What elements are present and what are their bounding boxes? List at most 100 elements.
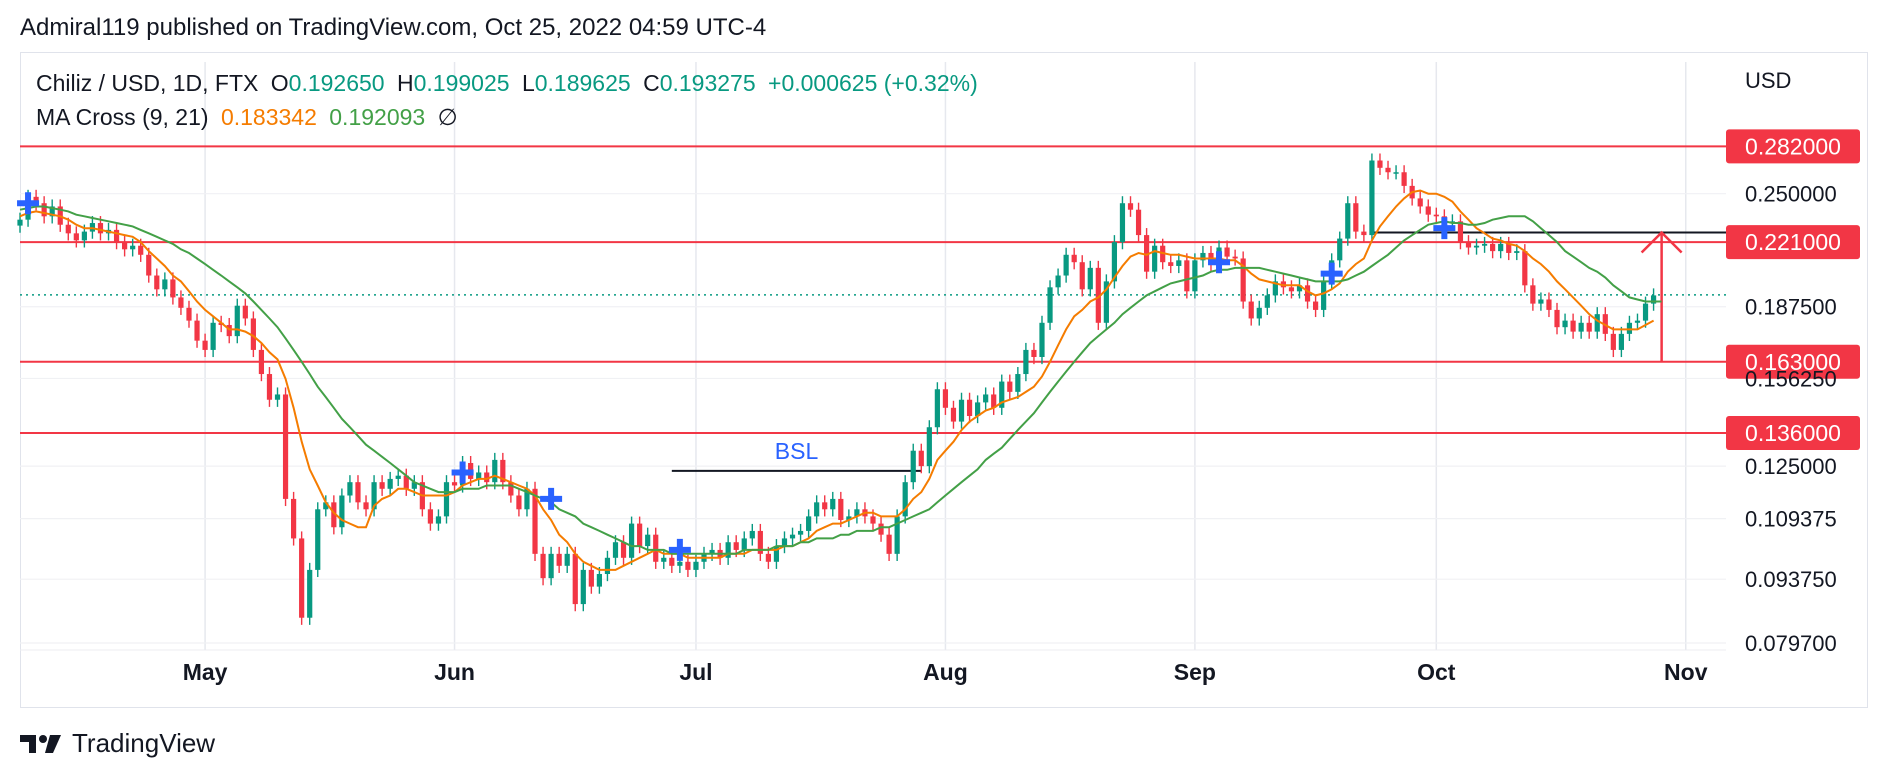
ohlc-low: L0.189625	[521, 70, 631, 96]
candle-body	[1377, 160, 1383, 168]
candle-body	[1337, 238, 1343, 261]
candle-body	[773, 546, 780, 562]
candle-body	[1200, 252, 1206, 261]
ma-cross-marker	[17, 192, 40, 215]
candle-body	[677, 561, 683, 566]
candle-body	[1039, 322, 1045, 357]
ohlc-close: C0.193275	[643, 70, 756, 96]
symbol-name[interactable]: Chiliz / USD, 1D, FTX	[36, 70, 259, 96]
price-tick-label: 0.250000	[1745, 182, 1837, 207]
candle-body	[838, 498, 844, 520]
candle-body	[33, 196, 39, 204]
time-tick-label: Aug	[923, 659, 968, 685]
candle-body	[741, 538, 747, 550]
price-axis[interactable]: 0.250000 0.187500 0.156250 0.125000 0.109375…	[1745, 68, 1837, 656]
candle-body	[870, 516, 876, 524]
candle-body	[540, 553, 546, 579]
currency-label: USD	[1745, 68, 1791, 93]
candle-body	[1353, 203, 1359, 232]
candle-body	[65, 224, 71, 234]
candle-body	[1506, 243, 1512, 253]
candle-body	[1079, 262, 1085, 290]
candle-body	[1152, 245, 1158, 272]
candle-body	[371, 482, 377, 510]
candle-body	[500, 459, 506, 483]
ma-cross-marker	[540, 487, 563, 510]
indicator-legend[interactable]: MA Cross (9, 21) 0.183342 0.192093 ∅	[36, 104, 464, 131]
candle-body	[580, 569, 586, 605]
ma-cross-marker	[1208, 251, 1231, 274]
candle-body	[709, 549, 715, 554]
level-label: 0.282000	[1745, 133, 1841, 159]
candle-body	[878, 523, 884, 535]
candle-body	[484, 472, 490, 483]
publication-header: Admiral119 published on TradingView.com,…	[20, 14, 767, 41]
candle-body	[194, 320, 200, 341]
candle-body	[242, 305, 248, 319]
candle-body	[983, 394, 989, 403]
candle-body	[1578, 322, 1584, 332]
ma-cross-marker	[1320, 262, 1343, 285]
candle-body	[942, 389, 949, 408]
candle-body	[1119, 203, 1126, 243]
candle-body	[1288, 287, 1295, 292]
candles	[17, 153, 1657, 625]
candle-body	[757, 530, 763, 554]
level-badge	[1726, 129, 1860, 164]
candle-body	[282, 394, 289, 499]
price-change: +0.000625 (+0.32%)	[768, 70, 978, 96]
candle-body	[733, 542, 739, 550]
candle-body	[1015, 374, 1021, 392]
candle-body	[113, 229, 120, 243]
candle-body	[411, 482, 417, 489]
candle-body	[846, 516, 852, 520]
candle-body	[1345, 203, 1351, 239]
candle-body	[1176, 260, 1182, 266]
time-tick-label: Nov	[1664, 659, 1708, 685]
candle-body	[1007, 381, 1013, 392]
candle-body	[1135, 209, 1142, 236]
candle-body	[781, 538, 788, 547]
candle-body	[250, 318, 256, 350]
candle-body	[975, 402, 981, 417]
level-badge	[1726, 344, 1860, 379]
candle-body	[266, 374, 273, 400]
candle-body	[1369, 160, 1375, 236]
brand-name: TradingView	[72, 728, 216, 758]
candle-body	[226, 324, 232, 337]
symbol-legend[interactable]: Chiliz / USD, 1D, FTX O0.192650 H0.19902…	[36, 70, 984, 97]
candle-body	[1312, 301, 1319, 310]
candle-body	[1192, 260, 1198, 292]
indicator-name[interactable]: MA Cross (9, 21)	[36, 104, 209, 130]
candle-body	[122, 242, 128, 250]
time-axis[interactable]: May Jun Jul Aug Sep Oct Nov	[183, 659, 1708, 685]
ohlc-open: O0.192650	[270, 70, 385, 96]
candle-body	[1184, 260, 1190, 292]
candle-body	[749, 530, 755, 539]
candle-body	[814, 502, 820, 517]
price-tick-label: 0.109375	[1745, 507, 1837, 532]
candle-body	[596, 574, 602, 587]
candle-body	[902, 482, 908, 517]
chart-frame[interactable]	[20, 52, 1868, 708]
candle-body	[234, 305, 240, 337]
candle-body	[926, 427, 932, 467]
candle-body	[1562, 320, 1568, 328]
candle-body	[1570, 320, 1576, 332]
candle-body	[1111, 242, 1118, 282]
candle-body	[17, 219, 23, 226]
candle-body	[1031, 349, 1037, 357]
candle-body	[1634, 320, 1641, 323]
footer: TradingView	[20, 728, 215, 759]
time-tick-label: Jul	[679, 659, 712, 685]
candle-body	[1168, 262, 1174, 266]
candle-body	[363, 502, 369, 510]
candle-body	[661, 557, 667, 562]
candle-body	[81, 231, 87, 241]
price-tick-label: 0.079700	[1745, 631, 1837, 656]
candle-body	[612, 542, 619, 558]
candle-body	[49, 206, 55, 217]
candle-body	[323, 502, 329, 510]
candle-body	[1055, 275, 1061, 288]
